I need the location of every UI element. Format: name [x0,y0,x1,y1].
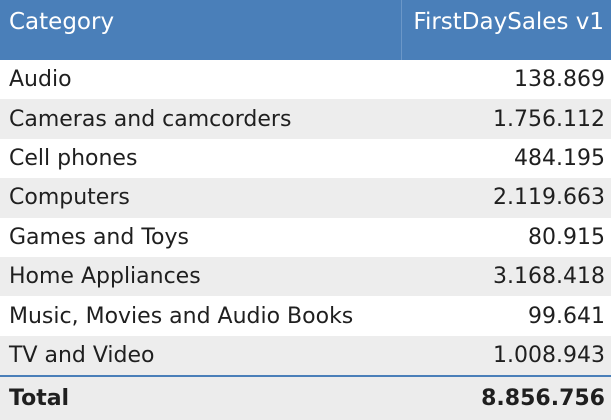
total-row: Total 8.856.756 [0,375,611,420]
category-cell: Games and Toys [9,224,189,250]
table-row[interactable]: Audio 138.869 [0,60,611,99]
value-cell: 80.915 [528,224,605,250]
category-cell: Cell phones [9,145,138,171]
value-cell: 484.195 [514,145,605,171]
total-label: Total [9,386,70,411]
table-row[interactable]: Home Appliances 3.168.418 [0,256,611,297]
value-cell: 1.756.112 [493,106,605,132]
value-cell: 2.119.663 [493,185,605,211]
table-body: Audio 138.869 Cameras and camcorders 1.7… [0,60,611,376]
table-row[interactable]: Music, Movies and Audio Books 99.641 [0,296,611,335]
category-cell: Music, Movies and Audio Books [9,303,354,329]
table-row[interactable]: Games and Toys 80.915 [0,218,611,257]
category-cell: TV and Video [9,342,155,368]
category-cell: Home Appliances [9,264,201,290]
value-cell: 138.869 [514,67,605,93]
table-row[interactable]: Cell phones 484.195 [0,139,611,178]
table-row[interactable]: Cameras and camcorders 1.756.112 [0,99,611,139]
table-header: Category FirstDaySales v1 [0,0,611,60]
table-row[interactable]: TV and Video 1.008.943 [0,335,611,376]
total-value: 8.856.756 [481,386,605,411]
value-cell: 3.168.418 [493,264,605,290]
value-cell: 99.641 [528,303,605,329]
column-header-firstdaysales[interactable]: FirstDaySales v1 [413,9,604,35]
category-cell: Cameras and camcorders [9,106,292,132]
category-cell: Computers [9,185,130,211]
table-row[interactable]: Computers 2.119.663 [0,178,611,218]
column-header-category[interactable]: Category [0,0,402,60]
value-cell: 1.008.943 [493,342,605,368]
category-cell: Audio [9,67,72,93]
